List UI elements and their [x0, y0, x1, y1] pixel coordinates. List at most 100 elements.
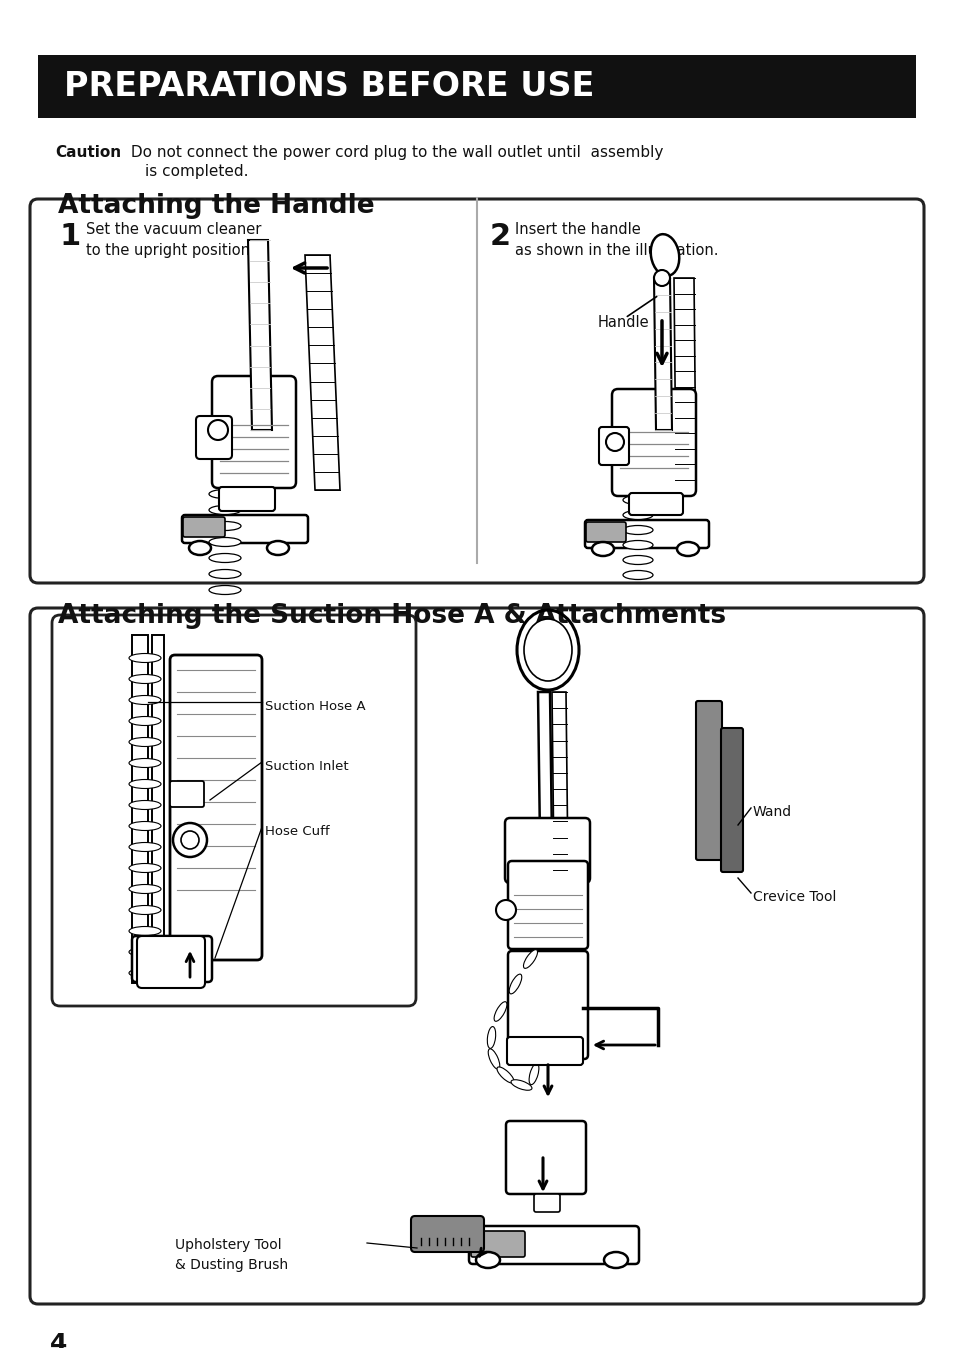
Polygon shape — [152, 635, 164, 983]
FancyBboxPatch shape — [137, 936, 205, 988]
Ellipse shape — [209, 489, 241, 499]
FancyBboxPatch shape — [132, 936, 212, 981]
Ellipse shape — [129, 717, 161, 725]
Text: Crevice Tool: Crevice Tool — [752, 890, 836, 905]
FancyBboxPatch shape — [52, 615, 416, 1006]
Ellipse shape — [267, 541, 289, 555]
Ellipse shape — [622, 555, 652, 565]
FancyBboxPatch shape — [505, 1122, 585, 1194]
FancyBboxPatch shape — [170, 780, 204, 807]
Text: 2: 2 — [490, 222, 511, 251]
FancyBboxPatch shape — [585, 522, 625, 542]
FancyBboxPatch shape — [30, 200, 923, 582]
Ellipse shape — [209, 554, 241, 562]
Ellipse shape — [622, 541, 652, 550]
FancyBboxPatch shape — [182, 515, 308, 543]
FancyBboxPatch shape — [598, 427, 628, 465]
Text: Set the vacuum cleaner
to the upright position.: Set the vacuum cleaner to the upright po… — [86, 222, 261, 257]
Ellipse shape — [523, 949, 537, 968]
Text: Insert the handle
as shown in the illustration.: Insert the handle as shown in the illust… — [515, 222, 718, 257]
Ellipse shape — [622, 570, 652, 580]
Text: Suction Inlet: Suction Inlet — [265, 760, 348, 772]
Text: Suction Hose A: Suction Hose A — [265, 700, 365, 713]
Ellipse shape — [129, 906, 161, 914]
Ellipse shape — [129, 759, 161, 767]
Text: Caution: Caution — [55, 146, 121, 160]
Ellipse shape — [189, 541, 211, 555]
Ellipse shape — [129, 801, 161, 810]
Polygon shape — [537, 692, 552, 840]
FancyBboxPatch shape — [696, 701, 721, 860]
FancyBboxPatch shape — [507, 950, 587, 1060]
FancyBboxPatch shape — [170, 655, 262, 960]
FancyBboxPatch shape — [612, 390, 696, 496]
Ellipse shape — [622, 526, 652, 535]
FancyBboxPatch shape — [471, 1231, 524, 1256]
Ellipse shape — [129, 779, 161, 789]
Ellipse shape — [622, 496, 652, 504]
FancyBboxPatch shape — [195, 417, 232, 460]
Ellipse shape — [650, 235, 679, 276]
Ellipse shape — [497, 1068, 514, 1082]
Circle shape — [605, 433, 623, 452]
Polygon shape — [552, 692, 567, 869]
FancyBboxPatch shape — [212, 376, 295, 488]
Ellipse shape — [529, 1064, 538, 1085]
Ellipse shape — [129, 821, 161, 830]
Ellipse shape — [129, 884, 161, 894]
Circle shape — [496, 900, 516, 919]
Circle shape — [172, 824, 207, 857]
Text: Wand: Wand — [752, 805, 791, 820]
Ellipse shape — [209, 538, 241, 546]
Ellipse shape — [603, 1252, 627, 1268]
Ellipse shape — [129, 948, 161, 957]
Circle shape — [181, 830, 199, 849]
Polygon shape — [654, 278, 671, 430]
Text: 4: 4 — [50, 1332, 68, 1348]
Ellipse shape — [129, 926, 161, 936]
Text: Hose Cuff: Hose Cuff — [265, 825, 330, 838]
Ellipse shape — [209, 506, 241, 515]
Ellipse shape — [677, 542, 699, 555]
Text: Handle: Handle — [598, 315, 649, 330]
Polygon shape — [305, 255, 339, 491]
FancyBboxPatch shape — [628, 493, 682, 515]
FancyBboxPatch shape — [183, 518, 225, 537]
Circle shape — [208, 421, 228, 439]
Text: Attaching the Suction Hose A & Attachments: Attaching the Suction Hose A & Attachmen… — [58, 603, 725, 630]
FancyBboxPatch shape — [584, 520, 708, 549]
Text: PREPARATIONS BEFORE USE: PREPARATIONS BEFORE USE — [64, 70, 594, 104]
FancyBboxPatch shape — [506, 1037, 582, 1065]
Ellipse shape — [523, 619, 572, 681]
FancyBboxPatch shape — [219, 487, 274, 511]
Ellipse shape — [488, 1049, 499, 1069]
Ellipse shape — [209, 585, 241, 594]
Circle shape — [654, 270, 669, 286]
Ellipse shape — [209, 569, 241, 578]
Ellipse shape — [129, 674, 161, 683]
Text: Attaching the Handle: Attaching the Handle — [58, 193, 375, 218]
Ellipse shape — [129, 842, 161, 852]
Ellipse shape — [494, 1002, 506, 1022]
Ellipse shape — [129, 864, 161, 872]
Bar — [38, 55, 915, 119]
Polygon shape — [673, 278, 696, 480]
FancyBboxPatch shape — [469, 1225, 639, 1264]
Ellipse shape — [487, 1027, 496, 1049]
FancyBboxPatch shape — [30, 608, 923, 1304]
FancyBboxPatch shape — [504, 818, 589, 883]
Polygon shape — [132, 635, 148, 983]
Ellipse shape — [129, 654, 161, 662]
Ellipse shape — [509, 975, 521, 993]
FancyBboxPatch shape — [534, 1194, 559, 1212]
FancyBboxPatch shape — [507, 861, 587, 949]
Ellipse shape — [129, 696, 161, 705]
FancyBboxPatch shape — [411, 1216, 483, 1252]
Polygon shape — [248, 240, 272, 430]
FancyBboxPatch shape — [720, 728, 742, 872]
Text: 1: 1 — [60, 222, 81, 251]
Ellipse shape — [622, 511, 652, 519]
Ellipse shape — [592, 542, 614, 555]
Text: Upholstery Tool
& Dusting Brush: Upholstery Tool & Dusting Brush — [174, 1237, 288, 1271]
Ellipse shape — [511, 1080, 532, 1091]
